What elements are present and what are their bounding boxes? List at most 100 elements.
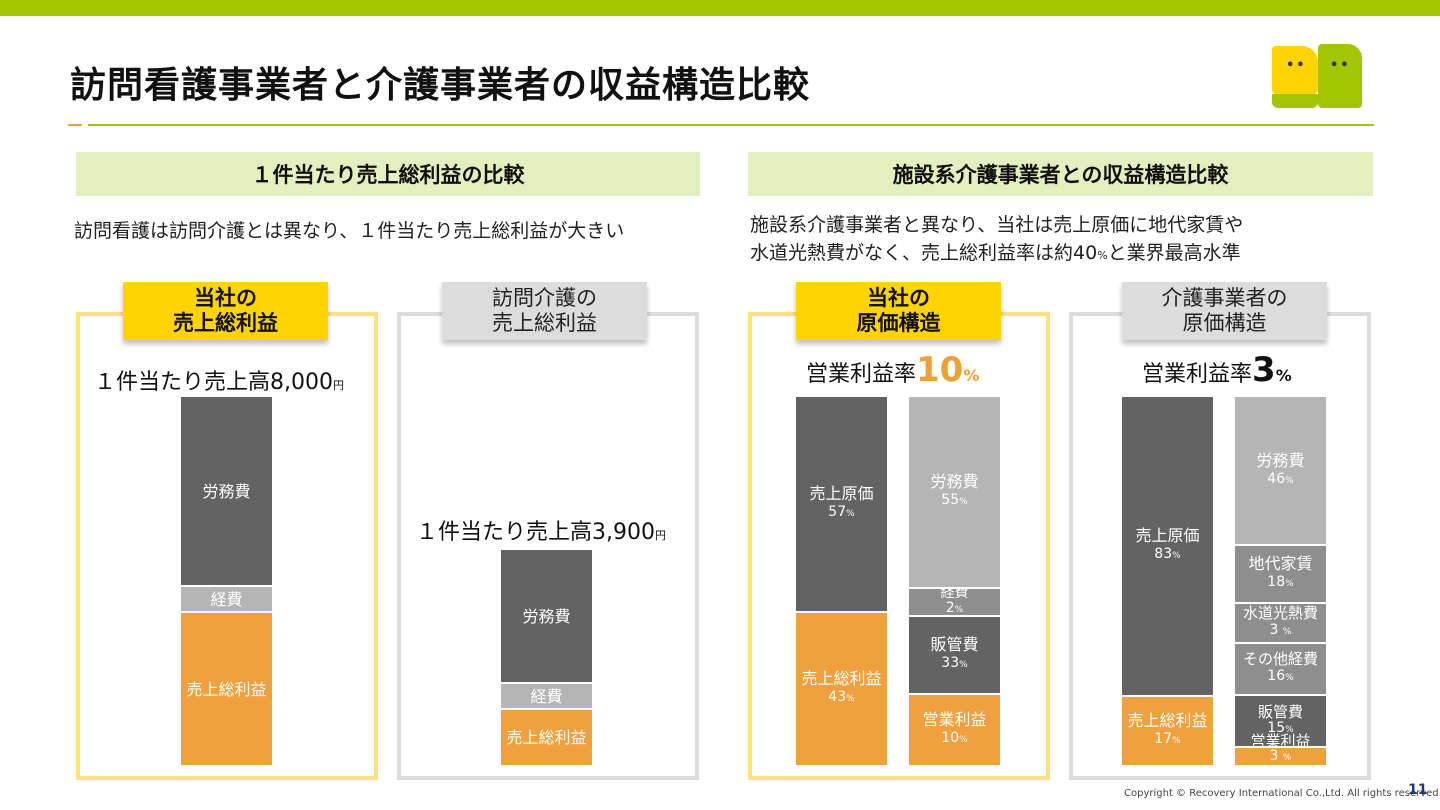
badge-line2: 原価構造	[1182, 311, 1267, 335]
caption-sales-per-visit-8000: １件当たり売上高8,000円	[94, 364, 344, 396]
segment-value-unit: %	[1172, 551, 1181, 561]
caption-prefix: 営業利益率	[1142, 362, 1253, 387]
segment-labor-cost: 労務費 55%	[909, 397, 1000, 587]
segment-value-number: 3	[1269, 748, 1283, 764]
segment-label: 経費	[210, 589, 243, 609]
segment-label: 経費	[530, 686, 563, 706]
segment-value-unit: %	[846, 694, 855, 704]
bar-our-gross-profit: 労務費 経費 売上総利益	[181, 397, 272, 765]
company-logo: •• ••	[1272, 44, 1362, 110]
segment-value-number: 3	[1269, 622, 1283, 638]
segment-label: 経費	[940, 587, 969, 601]
segment-value-unit: %	[954, 605, 964, 615]
segment-value: 3 %	[1270, 622, 1292, 641]
segment-label: 売上原価	[809, 484, 874, 503]
right-section-description-line2: 水道光熱費がなく、売上総利益率は約40%と業界最高水準	[750, 240, 1241, 269]
segment-labor-cost: 労務費 46%	[1235, 397, 1326, 544]
segment-value: 17%	[1154, 730, 1180, 751]
bar-care-cost-breakdown: 労務費 46% 地代家賃 18% 水道光熱費 3 % その他経費 16% 販管費…	[1235, 397, 1326, 765]
segment-label: 販管費	[930, 635, 979, 654]
bar-care-cost-vs-profit: 売上原価 83% 売上総利益 17%	[1122, 397, 1213, 765]
description-text-a: 水道光熱費がなく、売上総利益率は約40	[750, 242, 1098, 264]
segment-label: 販管費	[1257, 703, 1303, 721]
segment-cost-of-sales: 売上原価 57%	[796, 397, 887, 611]
segment-label: 売上総利益	[186, 679, 267, 699]
badge-line2: 売上総利益	[173, 311, 278, 335]
logo-front-shape	[1272, 46, 1318, 94]
segment-gross-profit: 売上総利益 43%	[796, 611, 887, 765]
segment-value-number: 10	[941, 730, 960, 746]
segment-value-unit: %	[1282, 627, 1292, 637]
badge-line2: 売上総利益	[492, 311, 597, 335]
title-rule-tick	[68, 124, 82, 126]
badge-line2: 原価構造	[856, 311, 941, 335]
segment-value: 57%	[828, 503, 854, 524]
segment-value: 83%	[1154, 545, 1180, 566]
logo-back-shape	[1318, 44, 1362, 108]
segment-value: 43%	[828, 688, 854, 709]
segment-label: 地代家賃	[1248, 554, 1313, 573]
segment-label: 売上総利益	[801, 669, 882, 688]
segment-value: 46%	[1267, 470, 1293, 491]
segment-expenses: 経費 2%	[909, 587, 1000, 615]
segment-gross-profit: 売上総利益	[501, 708, 592, 765]
segment-value-unit: %	[846, 509, 855, 519]
bar-our-cost-vs-profit: 売上原価 57% 売上総利益 43%	[796, 397, 887, 765]
segment-labor-cost: 労務費	[501, 550, 592, 682]
segment-label: 水道光熱費	[1242, 604, 1318, 622]
segment-value: 33%	[941, 654, 967, 675]
segment-value-number: 55	[941, 492, 960, 508]
badge-care-cost-structure: 介護事業者の 原価構造	[1122, 282, 1327, 340]
logo-base-shape	[1272, 94, 1318, 108]
segment-value-number: 46	[1267, 470, 1286, 487]
segment-value-number: 57	[828, 504, 847, 520]
badge-line1: 当社の	[194, 286, 257, 310]
segment-value-number: 17	[1154, 731, 1173, 747]
segment-expenses: 経費	[181, 585, 272, 611]
segment-label: 労務費	[1256, 450, 1305, 470]
badge-line1: 介護事業者の	[1161, 286, 1288, 310]
top-accent-bar	[0, 0, 1440, 16]
caption-operating-margin-10: 営業利益率10%	[806, 350, 979, 390]
segment-value-number: 16	[1267, 668, 1286, 684]
segment-label: 売上総利益	[1127, 711, 1208, 730]
segment-value-unit: %	[1285, 579, 1294, 589]
badge-home-care-gross-profit: 訪問介護の 売上総利益	[442, 282, 647, 340]
segment-value-unit: %	[959, 660, 968, 670]
description-text-b: と業界最高水準	[1107, 242, 1241, 264]
segment-value: 3 %	[1270, 749, 1292, 765]
segment-label: 売上総利益	[506, 728, 587, 747]
caption-text: １件当たり売上高3,900	[416, 520, 655, 545]
segment-value-unit: %	[1172, 736, 1181, 746]
logo-eyes-left: ••	[1286, 58, 1307, 73]
copyright-text: Copyright © Recovery International Co.,L…	[1124, 788, 1440, 799]
bar-home-care-gross-profit: 労務費 経費 売上総利益	[501, 550, 592, 765]
segment-operating-profit: 3 %	[1235, 746, 1326, 765]
segment-value-unit: %	[1282, 753, 1292, 763]
caption-text: １件当たり売上高8,000	[94, 370, 333, 395]
segment-gross-profit: 売上総利益	[181, 611, 272, 765]
segment-value-number: 18	[1267, 574, 1286, 590]
badge-our-cost-structure: 当社の 原価構造	[796, 282, 1001, 340]
segment-sga: 販管費 33%	[909, 615, 1000, 693]
segment-value-number: 33	[941, 655, 960, 671]
segment-label: 労務費	[930, 472, 979, 491]
title-rule	[88, 124, 1374, 126]
segment-value: 15%	[1267, 720, 1293, 738]
right-section-heading: 施設系介護事業者との収益構造比較	[748, 152, 1373, 196]
caption-prefix: 営業利益率	[806, 362, 917, 387]
segment-rent: 地代家賃 18%	[1235, 544, 1326, 602]
segment-label: 営業利益	[922, 710, 987, 729]
segment-value: 18%	[1267, 573, 1293, 594]
segment-value-number: 43	[828, 689, 847, 705]
segment-value-unit: %	[1285, 725, 1294, 735]
left-section-description: 訪問看護は訪問介護とは異なり、１件当たり売上総利益が大きい	[74, 220, 625, 242]
segment-other-expenses: その他経費 16%	[1235, 642, 1326, 694]
caption-unit: 円	[332, 379, 344, 392]
right-section-description-line1: 施設系介護事業者と異なり、当社は売上原価に地代家賃や	[750, 214, 1244, 236]
badge-line1: 訪問介護の	[492, 286, 597, 310]
description-unit: %	[1097, 249, 1108, 262]
caption-unit: 円	[654, 529, 666, 542]
segment-value-unit: %	[959, 497, 968, 507]
segment-label: その他経費	[1242, 650, 1318, 668]
